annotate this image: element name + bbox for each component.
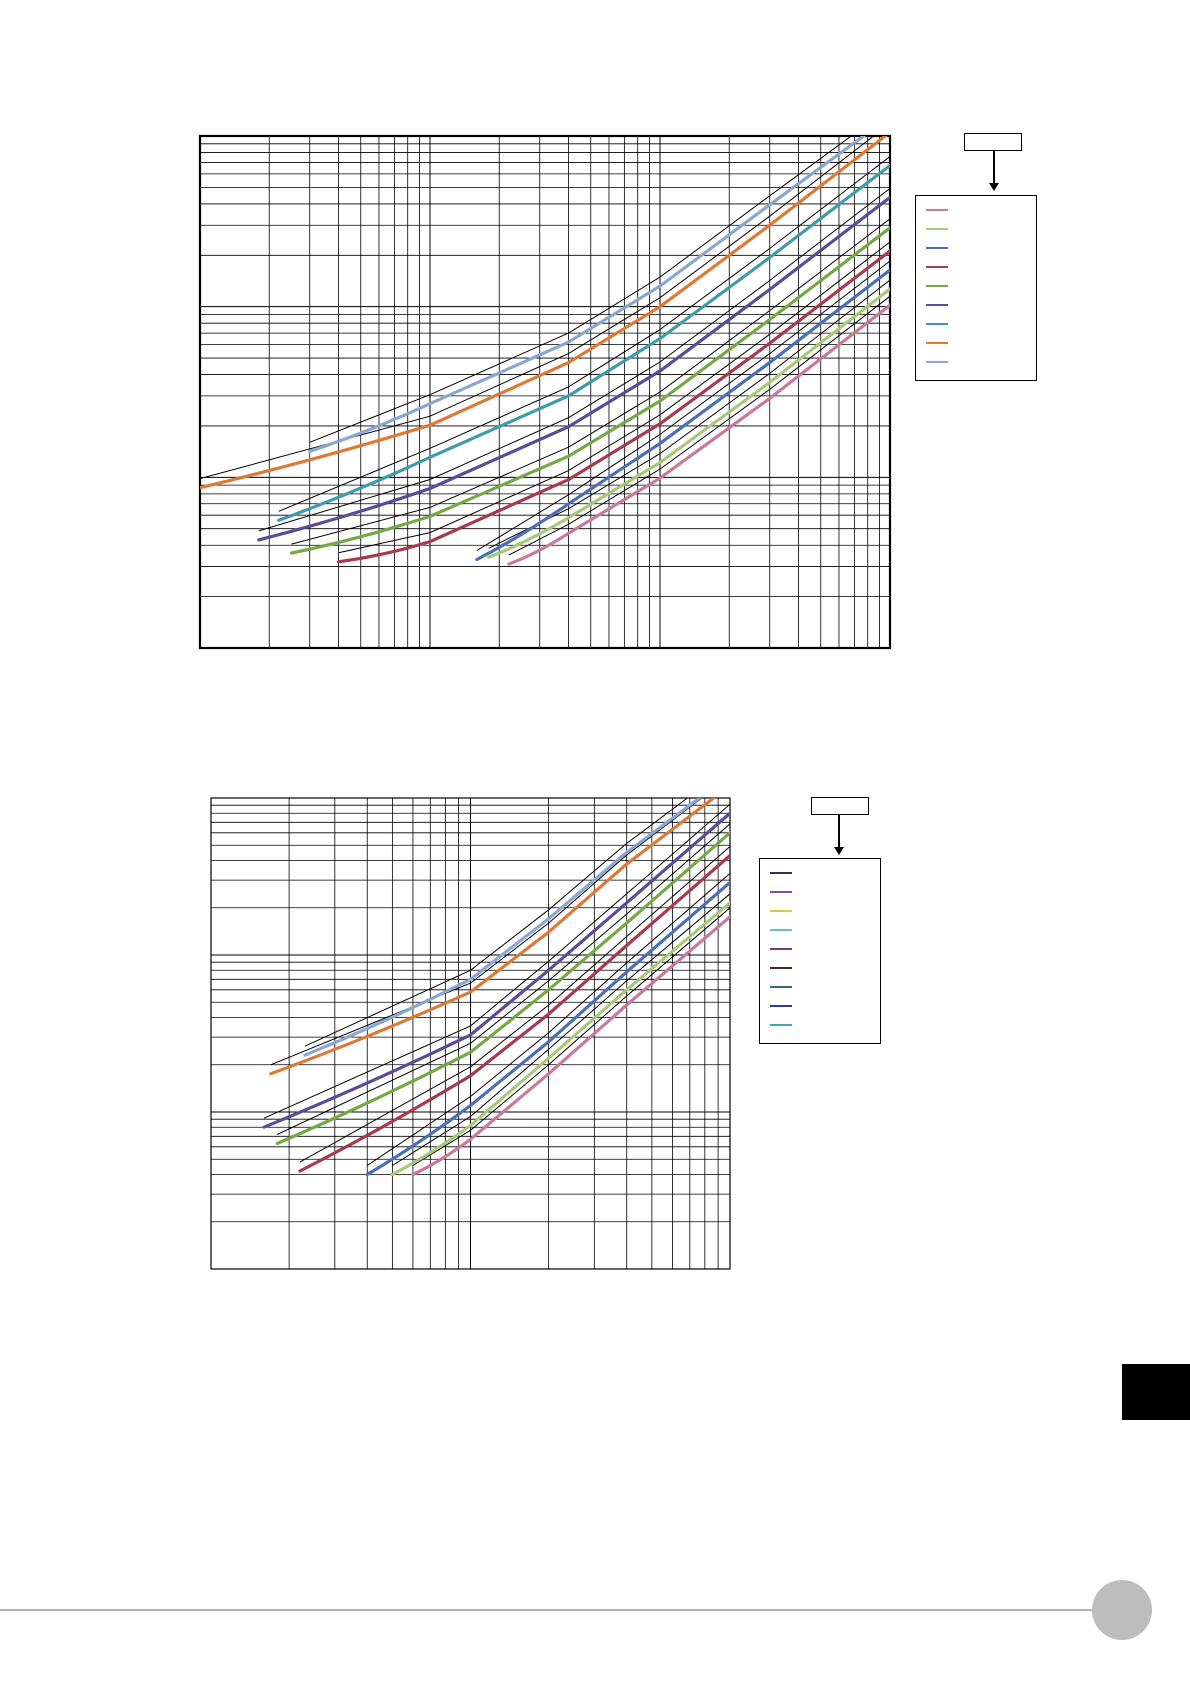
- series-line-6: [257, 195, 890, 542]
- legend-tag-bottom: [811, 797, 869, 815]
- series-envelope: [309, 136, 853, 443]
- legend-swatch: [926, 322, 948, 325]
- series-envelope: [270, 798, 703, 1066]
- legend-top: [915, 195, 1037, 381]
- legend-item: [916, 352, 1036, 371]
- series-envelope: [412, 907, 730, 1166]
- series-line-4: [298, 853, 730, 1173]
- series-envelope: [258, 188, 890, 532]
- legend-item: [916, 200, 1036, 219]
- series-line-8: [303, 798, 703, 1057]
- series-envelope: [263, 803, 730, 1119]
- series-envelope: [291, 218, 890, 545]
- legend-swatch: [770, 1023, 792, 1026]
- series-envelope: [488, 279, 890, 549]
- legend-swatch: [926, 360, 948, 363]
- series-line-6: [262, 811, 730, 1129]
- legend-swatch: [926, 208, 948, 211]
- footer-rule: [0, 1609, 1100, 1611]
- legend-arrow-top: [993, 151, 995, 183]
- series-line-8: [200, 136, 888, 490]
- legend-swatch: [770, 928, 792, 931]
- chart-1: [198, 134, 892, 650]
- legend-swatch: [926, 303, 948, 306]
- legend-item: [916, 257, 1036, 276]
- legend-tag-top: [964, 133, 1022, 151]
- series-envelope: [476, 260, 890, 551]
- series-line-3: [365, 880, 730, 1177]
- legend-item: [760, 996, 880, 1015]
- legend-item: [916, 276, 1036, 295]
- legend-swatch: [926, 265, 948, 268]
- series-line-2: [390, 901, 730, 1177]
- chart-2: [210, 797, 731, 1270]
- legend-item: [916, 333, 1036, 352]
- series-envelope: [508, 295, 890, 556]
- legend-item: [760, 863, 880, 882]
- section-tab-block: [1122, 1364, 1190, 1420]
- series-envelope: [276, 823, 730, 1135]
- legend-swatch: [926, 284, 948, 287]
- series-envelope: [392, 893, 730, 1166]
- series-envelope: [299, 846, 730, 1163]
- legend-item: [760, 1015, 880, 1034]
- legend-item: [760, 958, 880, 977]
- series-line-5: [275, 831, 730, 1146]
- legend-swatch: [770, 871, 792, 874]
- series-envelope: [366, 873, 730, 1166]
- legend-swatch: [770, 966, 792, 969]
- series-line-7: [277, 163, 890, 522]
- legend-item: [916, 314, 1036, 333]
- legend-swatch: [770, 909, 792, 912]
- plot-frame: [210, 797, 731, 1270]
- legend-bottom: [759, 858, 881, 1044]
- legend-item: [760, 939, 880, 958]
- legend-item: [916, 295, 1036, 314]
- legend-item: [760, 920, 880, 939]
- series-group: [200, 136, 890, 566]
- series-line-2: [487, 287, 890, 559]
- series-line-1: [507, 303, 890, 566]
- series-line-4: [336, 249, 890, 564]
- plot-frame: [198, 134, 892, 650]
- legend-arrowhead-top: [989, 183, 999, 191]
- series-group: [262, 798, 730, 1177]
- legend-arrow-bottom: [838, 815, 840, 847]
- series-envelope: [278, 156, 890, 512]
- series-envelope: [338, 241, 890, 554]
- legend-swatch: [770, 1004, 792, 1007]
- legend-item: [760, 901, 880, 920]
- legend-arrowhead-bottom: [834, 847, 844, 855]
- series-line-5: [289, 226, 890, 555]
- legend-swatch: [770, 890, 792, 893]
- legend-swatch: [926, 227, 948, 230]
- legend-item: [760, 882, 880, 901]
- series-line-7: [269, 798, 717, 1076]
- legend-item: [760, 977, 880, 996]
- legend-swatch: [926, 246, 948, 249]
- page-number-circle: [1092, 1580, 1152, 1640]
- legend-swatch: [770, 985, 792, 988]
- series-envelope: [304, 798, 689, 1047]
- legend-swatch: [770, 947, 792, 950]
- series-line-3: [475, 268, 890, 562]
- series-line-9: [308, 136, 867, 453]
- series-line-1: [411, 915, 730, 1177]
- series-envelope: [200, 136, 875, 480]
- legend-item: [916, 219, 1036, 238]
- legend-item: [916, 238, 1036, 257]
- legend-swatch: [926, 341, 948, 344]
